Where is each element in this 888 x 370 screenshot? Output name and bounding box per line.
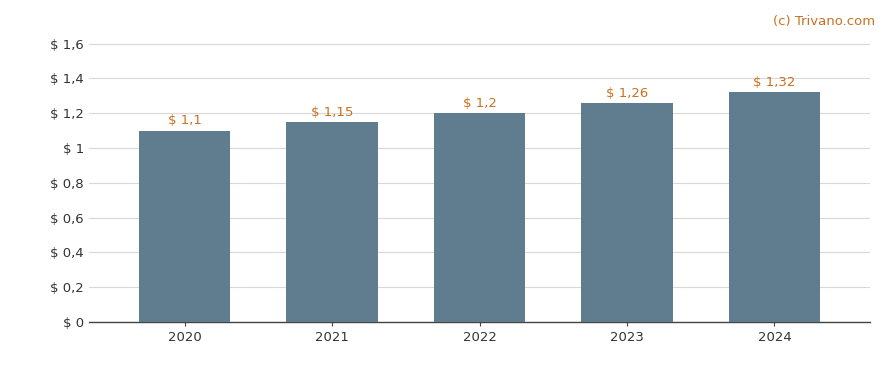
Text: (c) Trivano.com: (c) Trivano.com xyxy=(773,15,875,28)
Bar xyxy=(139,131,230,322)
Bar xyxy=(582,102,673,322)
Text: $ 1,2: $ 1,2 xyxy=(463,97,496,110)
Text: $ 1,15: $ 1,15 xyxy=(311,106,353,119)
Text: $ 1,26: $ 1,26 xyxy=(606,87,648,100)
Text: $ 1,32: $ 1,32 xyxy=(753,76,796,89)
Text: $ 1,1: $ 1,1 xyxy=(168,114,202,127)
Bar xyxy=(434,113,525,322)
Bar xyxy=(286,122,377,322)
Bar xyxy=(729,92,821,322)
